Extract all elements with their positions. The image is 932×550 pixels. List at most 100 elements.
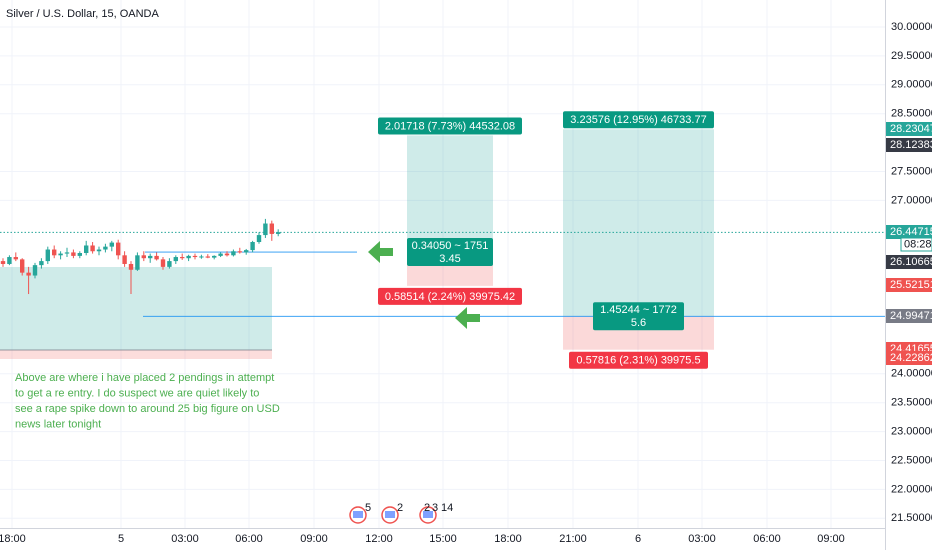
candle-body: [199, 256, 204, 258]
price-tick-label: 27.50000: [891, 165, 932, 177]
countdown-tag: [900, 237, 932, 252]
candle-body: [52, 249, 57, 256]
entry-label-box: [593, 302, 684, 331]
target-label: 3.23576 (12.95%) 46733.77: [570, 114, 706, 126]
time-tick-label: 15:00: [429, 533, 457, 545]
candle-body: [13, 257, 18, 260]
candle-body: [160, 259, 166, 267]
zone-profit: [0, 267, 272, 350]
event-count: 2: [397, 502, 403, 514]
candle-body: [205, 256, 210, 258]
candle-body: [173, 257, 178, 262]
candle-body: [192, 255, 198, 258]
price-tag-label: 26.10665: [890, 256, 932, 268]
time-tick-label: 12:00: [365, 533, 393, 545]
candle-body: [212, 255, 217, 258]
event-count: 3: [432, 502, 438, 514]
price-tag-label: 24.99471: [890, 310, 932, 322]
time-tick-label: 09:00: [300, 533, 328, 545]
target-label: 2.01718 (7.73%) 44532.08: [385, 120, 515, 132]
stop-label: 0.57816 (2.31%) 39975.5: [576, 355, 700, 367]
price-tick-label: 23.00000: [891, 426, 932, 438]
price-tag: [886, 278, 932, 292]
stop-label-box: [378, 287, 522, 305]
candle-body: [263, 223, 268, 236]
candle-body: [0, 261, 6, 264]
time-tick-label: 03:00: [171, 533, 199, 545]
countdown-label: 08:28: [904, 238, 932, 250]
price-tick-label: 24.00000: [891, 368, 932, 380]
price-tag: [886, 122, 932, 136]
price-tick-label: 29.50000: [891, 50, 932, 62]
event-flag: [423, 511, 433, 518]
candle-body: [64, 252, 70, 254]
candle-body: [77, 252, 82, 256]
price-tag-label: 28.23047: [890, 123, 932, 135]
candle-body: [135, 255, 140, 270]
candle-body: [148, 255, 153, 259]
price-tag-label: 28.12383: [890, 139, 932, 151]
price-tick-label: 22.00000: [891, 483, 932, 495]
time-tick-label: 18:00: [0, 533, 26, 545]
candle-body: [180, 257, 185, 259]
entry-label: 0.34050 ~ 1751: [412, 240, 489, 252]
candle-body: [109, 242, 114, 247]
price-tick-label: 28.50000: [891, 108, 932, 120]
price-tag: [886, 138, 932, 152]
candle-body: [186, 255, 191, 259]
candle-body: [154, 255, 159, 260]
price-tick-label: 29.00000: [891, 79, 932, 91]
candle-body: [26, 272, 31, 276]
time-tick-label: 06:00: [753, 533, 781, 545]
price-tag: [886, 351, 932, 365]
arrow: [455, 307, 480, 329]
entry-sub-label: 3.45: [439, 253, 460, 265]
candle-body: [231, 251, 236, 256]
candle-body: [20, 259, 25, 273]
price-tag-label: 24.22862: [890, 352, 932, 364]
time-tick-label: 09:00: [817, 533, 845, 545]
chart-title: Silver / U.S. Dollar, 15, OANDA: [6, 8, 159, 20]
candle-body: [141, 255, 146, 259]
target-label-box: [563, 111, 714, 129]
candle-body: [256, 235, 262, 243]
candle-body: [128, 263, 134, 270]
candle-body: [244, 250, 249, 253]
candle-body: [224, 253, 230, 256]
stop-label-box: [569, 351, 708, 369]
candle-body: [167, 261, 172, 267]
event-count: 5: [365, 502, 371, 514]
candle-body: [90, 245, 95, 252]
time-tick-label: 06:00: [235, 533, 263, 545]
candle-body: [237, 251, 242, 253]
candle-body: [39, 261, 44, 266]
price-tag-label: 25.52151: [890, 279, 932, 291]
time-tick-label: 5: [118, 533, 124, 545]
annotation-text: news later tonight: [15, 418, 101, 430]
price-tick-label: 27.00000: [891, 194, 932, 206]
candle-body: [58, 253, 63, 256]
plot-layer: [0, 0, 885, 528]
price-tag: [886, 225, 932, 239]
annotation-text: Above are where i have placed 2 pendings…: [15, 372, 274, 384]
position-target-zone: [563, 129, 714, 317]
candle-body: [71, 252, 76, 256]
candle-body: [250, 242, 255, 251]
candle-body: [32, 265, 38, 276]
candle-body: [218, 253, 223, 256]
annotation-text: see a rape spike down to around 25 big f…: [15, 403, 280, 415]
candle-body: [269, 223, 274, 234]
event-count: 14: [441, 502, 453, 514]
time-tick-label: 03:00: [688, 533, 716, 545]
entry-sub-label: 5.6: [631, 317, 646, 329]
event-count: 2: [424, 502, 430, 514]
candle-body: [122, 255, 127, 264]
time-tick-label: 18:00: [494, 533, 522, 545]
candle-body: [45, 249, 50, 262]
event-flag: [353, 511, 363, 518]
candle-body: [96, 249, 102, 252]
candle-body: [276, 232, 281, 234]
price-tick-label: 22.50000: [891, 454, 932, 466]
